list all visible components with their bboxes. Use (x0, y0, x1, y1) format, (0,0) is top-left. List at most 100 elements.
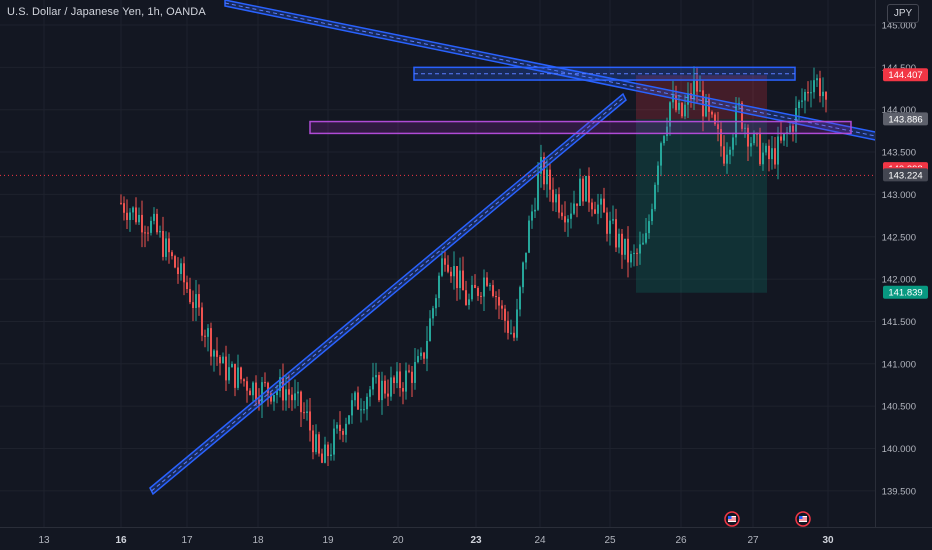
price-label-box (883, 168, 928, 182)
candle-body (432, 308, 434, 319)
candle-body (705, 98, 707, 117)
candle-body (186, 282, 188, 290)
candle-body (495, 296, 497, 298)
candle-body (228, 367, 230, 381)
y-tick-label: 142.000 (882, 275, 916, 286)
candle-body (711, 111, 713, 115)
price-label-box (883, 112, 928, 126)
candle-body (207, 328, 209, 337)
candle-body (516, 309, 518, 338)
candle-body (399, 371, 401, 389)
candle-body (405, 370, 407, 392)
candle-body (273, 395, 275, 402)
candle-body (726, 154, 728, 164)
candle-body (570, 213, 572, 219)
candle-body (540, 156, 542, 174)
candle-body (159, 230, 161, 233)
candle-body (285, 389, 287, 401)
candle-body (390, 377, 392, 397)
candle-body (642, 242, 644, 245)
candle-body (438, 275, 440, 299)
candle-body (195, 294, 197, 308)
candle-body (498, 297, 500, 306)
candle-body (366, 396, 368, 410)
candle-body (153, 213, 155, 221)
candle-body (777, 136, 779, 165)
candle-body (279, 377, 281, 392)
price-label: 143.886 (888, 114, 922, 125)
candle-body (624, 238, 626, 255)
candle-body (639, 244, 641, 254)
candle-body (741, 102, 743, 129)
candle-body (339, 424, 341, 431)
candle-body (297, 391, 299, 394)
candle-body (684, 104, 686, 117)
ascending-channel-band (149, 92, 627, 496)
x-tick-label: 27 (747, 535, 759, 546)
candle-body (699, 90, 701, 92)
candle-body (549, 169, 551, 190)
candle-body (744, 127, 746, 129)
candle-body (420, 352, 422, 357)
candle-body (264, 382, 266, 384)
y-tick-label: 141.500 (882, 317, 916, 328)
candle-body (759, 134, 761, 165)
us-flag-event-icon[interactable] (724, 511, 740, 527)
candle-body (747, 127, 749, 147)
candle-body (630, 253, 632, 263)
candle-body (753, 133, 755, 144)
x-tick-label: 25 (604, 535, 616, 546)
candle-body (387, 393, 389, 397)
candle-body (564, 216, 566, 223)
candle-body (123, 203, 125, 213)
candle-body (261, 382, 263, 404)
grid-layer (0, 0, 875, 527)
candle-body (693, 80, 695, 99)
currency-button[interactable]: JPY (887, 4, 919, 23)
candle-body (510, 332, 512, 334)
candle-body (648, 221, 650, 234)
time-axis (0, 528, 932, 550)
x-tick-label: 17 (181, 535, 193, 546)
price-axis (876, 0, 932, 550)
x-tick-label: 26 (675, 535, 687, 546)
candle-body (633, 252, 635, 254)
candle-body (555, 194, 557, 203)
candle-body (645, 233, 647, 243)
candle-body (774, 148, 776, 165)
candle-body (519, 287, 521, 310)
take-profit-zone (636, 119, 767, 293)
candle-body (609, 220, 611, 234)
candle-body (306, 411, 308, 413)
candle-body (783, 133, 785, 141)
candle-body (804, 91, 806, 101)
candle-body (435, 298, 437, 309)
candle-body (594, 209, 596, 214)
x-tick-label: 19 (322, 535, 334, 546)
x-tick-label: 30 (822, 535, 834, 546)
candle-body (300, 391, 302, 413)
candle-body (456, 266, 458, 289)
candle-body (132, 207, 134, 213)
candle-body (348, 415, 350, 424)
candle-body (582, 178, 584, 202)
y-tick-label: 140.500 (882, 402, 916, 413)
candle-body (216, 350, 218, 357)
candle-body (282, 377, 284, 401)
candle-body (600, 198, 602, 205)
us-flag-event-icon[interactable] (795, 511, 811, 527)
candle-body (222, 356, 224, 364)
candles-layer (120, 66, 827, 467)
y-tick-label: 145.000 (882, 21, 916, 32)
candle-body (177, 267, 179, 275)
candle-body (825, 91, 827, 100)
candle-body (324, 444, 326, 463)
y-tick-label: 143.500 (882, 148, 916, 159)
candle-body (492, 285, 494, 297)
candle-body (768, 145, 770, 160)
candle-body (402, 388, 404, 392)
candle-body (450, 271, 452, 277)
candle-body (531, 211, 533, 221)
